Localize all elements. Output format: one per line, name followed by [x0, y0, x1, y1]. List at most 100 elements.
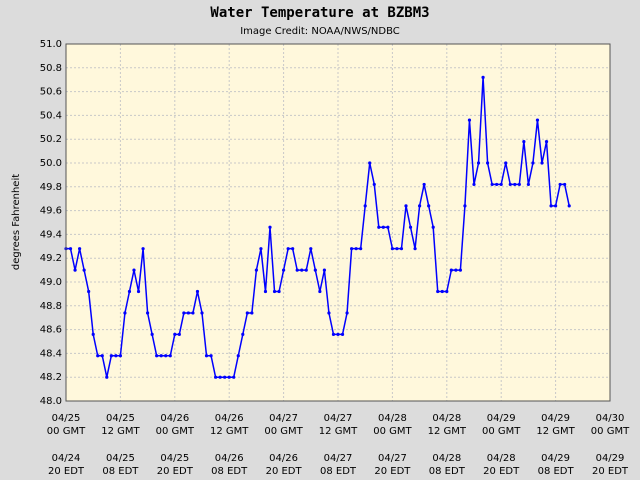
x-tick-label: 00 GMT	[264, 426, 303, 437]
marker	[508, 182, 512, 187]
marker	[486, 161, 490, 165]
x-tick-label-edt: 04/26	[215, 453, 244, 464]
marker	[399, 247, 404, 251]
x-tick-label-edt: 08 EDT	[429, 466, 466, 477]
x-tick-label-edt: 04/25	[160, 453, 189, 464]
x-tick-label-edt: 20 EDT	[592, 466, 629, 477]
marker	[291, 247, 295, 251]
x-tick-label-edt: 20 EDT	[157, 466, 194, 477]
marker	[132, 268, 136, 272]
x-tick-label: 00 GMT	[482, 426, 521, 437]
marker	[100, 354, 104, 358]
marker	[413, 247, 417, 251]
marker	[354, 247, 358, 251]
x-tick-label-edt: 04/27	[378, 453, 407, 464]
y-tick-label: 48.0	[40, 396, 62, 407]
marker	[236, 354, 240, 358]
x-tick-label-edt: 04/25	[106, 453, 135, 464]
marker	[327, 311, 331, 315]
y-tick-label: 49.6	[40, 206, 62, 217]
marker	[472, 182, 476, 187]
x-tick-label: 04/29	[541, 413, 570, 424]
marker	[268, 225, 272, 229]
x-tick-label: 04/25	[106, 413, 135, 424]
marker	[109, 354, 113, 358]
x-tick-label-edt: 08 EDT	[320, 466, 357, 477]
marker	[68, 247, 73, 251]
marker	[309, 247, 313, 251]
marker	[350, 247, 354, 251]
y-tick-label: 48.4	[40, 348, 62, 359]
marker	[259, 247, 263, 251]
x-tick-label-edt: 04/27	[324, 453, 353, 464]
marker	[232, 375, 236, 379]
marker	[368, 161, 372, 165]
x-tick-label-edt: 04/28	[432, 453, 461, 464]
x-tick-label-edt: 04/28	[487, 453, 516, 464]
marker	[136, 289, 141, 294]
marker	[322, 268, 326, 272]
x-tick-label: 00 GMT	[47, 426, 86, 437]
marker	[567, 204, 571, 208]
x-tick-label-edt: 20 EDT	[48, 466, 85, 477]
y-axis-label: degrees Fahrenheit	[11, 174, 22, 270]
marker	[340, 332, 345, 336]
marker	[91, 332, 95, 336]
marker	[422, 182, 426, 187]
marker	[209, 354, 213, 358]
y-tick-label: 49.2	[40, 253, 62, 264]
marker	[204, 354, 209, 358]
marker	[372, 182, 376, 187]
x-tick-label: 00 GMT	[373, 426, 412, 437]
marker	[105, 375, 109, 379]
x-tick-label-edt: 04/29	[541, 453, 570, 464]
marker	[359, 247, 363, 251]
marker	[404, 204, 408, 208]
marker	[490, 182, 494, 187]
plot-border	[65, 43, 611, 402]
x-tick-label: 00 GMT	[156, 426, 195, 437]
marker	[540, 161, 544, 165]
marker	[345, 311, 349, 315]
marker	[336, 332, 340, 336]
y-tick-label: 50.0	[40, 158, 62, 169]
line	[66, 77, 570, 378]
marker	[272, 289, 277, 294]
marker	[318, 289, 322, 294]
marker	[223, 375, 227, 379]
marker	[467, 118, 472, 122]
marker	[513, 182, 517, 187]
x-tick-label: 00 GMT	[591, 426, 630, 437]
marker	[418, 204, 422, 208]
marker	[191, 311, 195, 315]
marker	[395, 247, 399, 251]
marker	[78, 247, 82, 251]
marker	[87, 289, 91, 294]
marker	[245, 311, 249, 315]
marker	[454, 268, 458, 272]
x-tick-label: 04/27	[324, 413, 353, 424]
marker	[282, 268, 286, 272]
marker	[141, 247, 145, 251]
marker	[386, 225, 390, 229]
marker	[476, 161, 481, 165]
x-tick-label: 12 GMT	[319, 426, 358, 437]
x-tick-label: 12 GMT	[101, 426, 140, 437]
marker	[182, 311, 186, 315]
marker	[118, 354, 122, 358]
marker	[535, 118, 540, 122]
x-tick-label: 04/30	[596, 413, 625, 424]
y-tick-label: 48.8	[40, 301, 62, 312]
marker	[544, 139, 549, 144]
marker	[241, 332, 245, 336]
x-tick-label: 04/28	[432, 413, 461, 424]
y-tick-label: 49.4	[40, 229, 62, 240]
marker	[440, 289, 444, 294]
marker	[164, 354, 168, 358]
marker	[173, 332, 177, 336]
marker	[481, 75, 485, 79]
marker	[227, 375, 231, 379]
marker	[363, 204, 367, 208]
x-tick-label: 04/28	[378, 413, 407, 424]
